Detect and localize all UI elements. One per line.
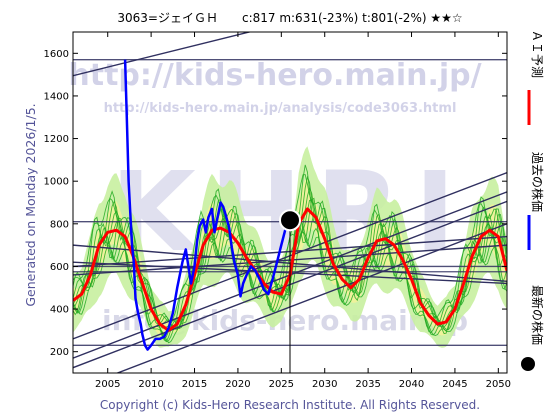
- legend: ＡＩ予測 過去の株価 最新の株価: [521, 30, 545, 371]
- watermark-url-analysis: http://kids-hero.main.jp/analysis/code30…: [104, 101, 457, 116]
- x-tick-label: 2050: [486, 379, 511, 390]
- latest-price-marker: [279, 209, 301, 232]
- plot-frame: [72, 31, 508, 374]
- axis-ticks: 2005 2010 2015 2020 2025 2030 2035 2040 2045 2050…: [44, 32, 511, 390]
- x-tick-label: 2040: [399, 379, 424, 390]
- legend-latest-dot: [521, 357, 535, 371]
- generated-date-label: Generated on Monday 2026/1/5.: [23, 103, 38, 306]
- legend-latest-label: 最新の株価: [530, 285, 545, 345]
- x-tick-label: 2030: [312, 379, 337, 390]
- x-tick-label: 2015: [182, 379, 207, 390]
- chart-title: 3063=ジェイＧＨ c:817 m:631(-23%) t:801(-2%) …: [117, 11, 462, 25]
- x-tick-label: 2005: [95, 379, 120, 390]
- y-tick-label: 1000: [44, 177, 69, 188]
- legend-item-prediction: ＡＩ予測: [527, 30, 544, 125]
- legend-item-history: 過去の株価: [527, 152, 545, 250]
- y-tick-label: 200: [50, 347, 69, 358]
- legend-prediction-label: ＡＩ予測: [530, 30, 544, 78]
- x-tick-label: 2025: [269, 379, 294, 390]
- history-line: [123, 59, 292, 351]
- y-tick-label: 800: [50, 219, 69, 230]
- y-tick-label: 1600: [44, 49, 69, 60]
- y-tick-label: 1400: [44, 91, 69, 102]
- copyright-footer: Copyright (c) Kids-Hero Research Institu…: [100, 398, 480, 412]
- watermark-url-large: http://kids-hero.main.jp/: [68, 58, 481, 93]
- latest-marker-layer: [279, 209, 301, 373]
- x-tick-label: 2020: [225, 379, 250, 390]
- y-tick-label: 400: [50, 305, 69, 316]
- trend-line: [73, 32, 253, 77]
- x-tick-label: 2045: [442, 379, 467, 390]
- y-tick-label: 1200: [44, 134, 69, 145]
- legend-history-label: 過去の株価: [530, 152, 545, 212]
- y-tick-label: 600: [50, 262, 69, 273]
- x-tick-label: 2035: [355, 379, 380, 390]
- legend-item-latest: 最新の株価: [521, 285, 545, 371]
- x-tick-label: 2010: [138, 379, 163, 390]
